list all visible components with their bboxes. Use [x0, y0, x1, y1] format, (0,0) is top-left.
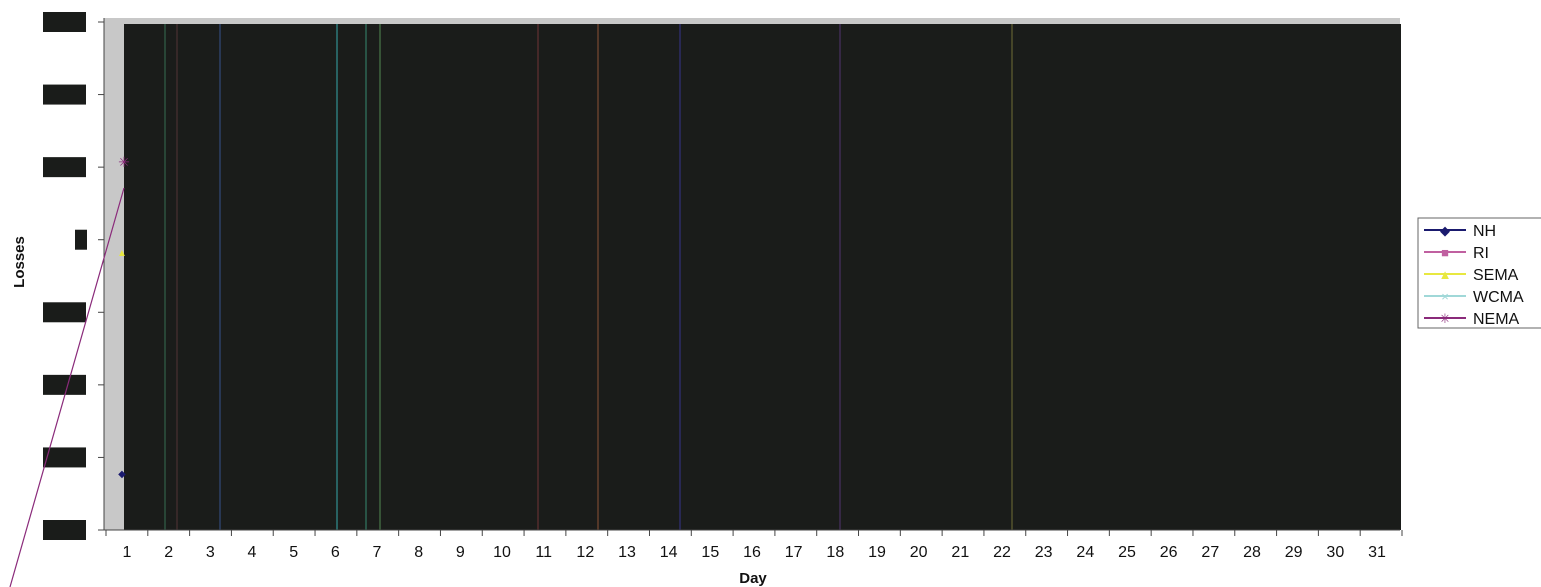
visible-series-fragments: ✳ ▲ ◆ — [9, 154, 130, 587]
x-tick-label: 14 — [660, 544, 678, 561]
x-tick-label: 25 — [1118, 544, 1136, 561]
y-tick-label-redacted — [43, 302, 86, 323]
y-tick-label-redacted — [43, 157, 86, 178]
x-tick-label: 23 — [1035, 544, 1053, 561]
x-tick-label: 29 — [1285, 544, 1303, 561]
x-tick-label: 9 — [456, 544, 465, 561]
y-tick-label-redacted — [43, 12, 86, 32]
y-axis-ticks — [43, 12, 104, 540]
x-tick-label: 1 — [123, 544, 132, 561]
x-tick-label: 20 — [910, 544, 928, 561]
legend-label-sema: SEMA — [1473, 267, 1519, 284]
redaction-block — [124, 24, 1401, 530]
x-tick-label: 7 — [373, 544, 382, 561]
legend-label-nh: NH — [1473, 223, 1496, 240]
y-tick-label-redacted — [75, 229, 87, 250]
x-axis-ticks: 1 2 3 4 5 6 7 8 9 10 11 12 13 14 15 16 17 18 19 20 21 22 23 24 2… — [105, 530, 1403, 561]
x-axis-title: Day — [739, 570, 767, 587]
x-tick-label: 5 — [289, 544, 298, 561]
nema-series-line-fragment — [9, 187, 125, 587]
legend-label-ri: RI — [1473, 245, 1489, 262]
legend-label-wcma: WCMA — [1473, 289, 1524, 306]
x-tick-label: 24 — [1076, 544, 1094, 561]
x-tick-label: 17 — [785, 544, 803, 561]
legend-marker-nh: ◆ — [1440, 223, 1450, 238]
y-tick-label-redacted — [43, 84, 86, 105]
x-tick-label: 21 — [951, 544, 969, 561]
x-tick-label: 18 — [826, 544, 844, 561]
x-tick-label: 4 — [248, 544, 257, 561]
x-tick-label: 19 — [868, 544, 886, 561]
sema-point-marker: ▲ — [117, 248, 127, 259]
nh-point-marker: ◆ — [118, 469, 126, 480]
x-tick-label: 31 — [1368, 544, 1386, 561]
legend-marker-ri: ■ — [1441, 245, 1449, 260]
y-axis-title: Losses — [11, 236, 28, 288]
redaction-streaks — [164, 24, 1013, 530]
x-tick-label: 27 — [1201, 544, 1219, 561]
x-tick-label: 30 — [1326, 544, 1344, 561]
legend-marker-sema: ▲ — [1439, 267, 1452, 282]
legend-marker-nema: ✳ — [1440, 311, 1451, 326]
x-tick-label: 2 — [164, 544, 173, 561]
x-tick-label: 28 — [1243, 544, 1261, 561]
x-tick-label: 13 — [618, 544, 636, 561]
x-tick-label: 12 — [576, 544, 594, 561]
legend: ◆ NH ■ RI ▲ SEMA × WCMA ✳ NEMA — [1417, 217, 1541, 329]
x-tick-label: 8 — [414, 544, 423, 561]
nema-point-marker: ✳ — [118, 154, 130, 170]
x-tick-label: 6 — [331, 544, 340, 561]
y-tick-label-redacted — [43, 447, 86, 468]
x-tick-label: 22 — [993, 544, 1011, 561]
x-tick-label: 10 — [493, 544, 511, 561]
legend-marker-wcma: × — [1441, 289, 1449, 304]
y-tick-label-redacted — [43, 374, 86, 395]
legend-label-nema: NEMA — [1473, 311, 1520, 328]
x-tick-label: 15 — [701, 544, 719, 561]
y-tick-label-redacted — [43, 520, 86, 540]
x-tick-label: 3 — [206, 544, 215, 561]
x-tick-label: 11 — [535, 544, 552, 561]
x-tick-label: 26 — [1160, 544, 1178, 561]
x-tick-label: 16 — [743, 544, 761, 561]
